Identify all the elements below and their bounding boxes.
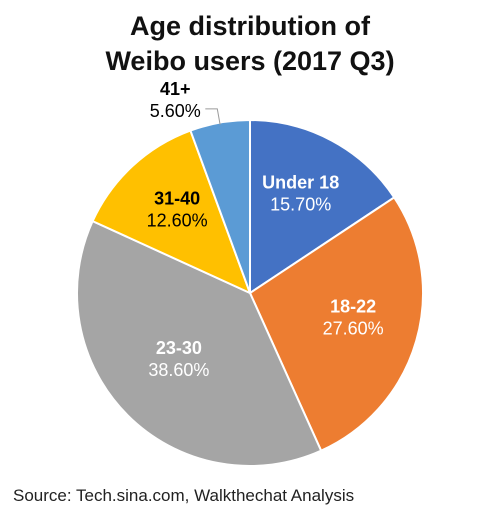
pie-slices (75, 118, 424, 467)
source-note: Source: Tech.sina.com, Walkthechat Analy… (13, 486, 354, 505)
pie-slice-23-30 (75, 219, 323, 467)
slice-label-under-18: Under 18 (262, 173, 339, 193)
slice-value-31-40: 12.60% (147, 210, 208, 230)
leader-line-41 (205, 108, 221, 125)
chart-title-line-1: Age distribution of (130, 11, 371, 41)
slice-value-23-30: 38.60% (148, 360, 209, 380)
slice-value-under-18: 15.70% (270, 195, 331, 215)
slice-value-18-22: 27.60% (323, 319, 384, 339)
slice-label-31-40: 31-40 (154, 188, 200, 208)
slice-label-18-22: 18-22 (330, 297, 376, 317)
slice-value-41: 5.60% (150, 101, 201, 121)
pie-slice-31-40 (91, 129, 252, 295)
pie-slice-under-18 (249, 118, 396, 295)
chart-title-line-2: Weibo users (2017 Q3) (105, 46, 394, 76)
slice-label-23-30: 23-30 (156, 338, 202, 358)
slice-label-41: 41+ (160, 79, 191, 99)
